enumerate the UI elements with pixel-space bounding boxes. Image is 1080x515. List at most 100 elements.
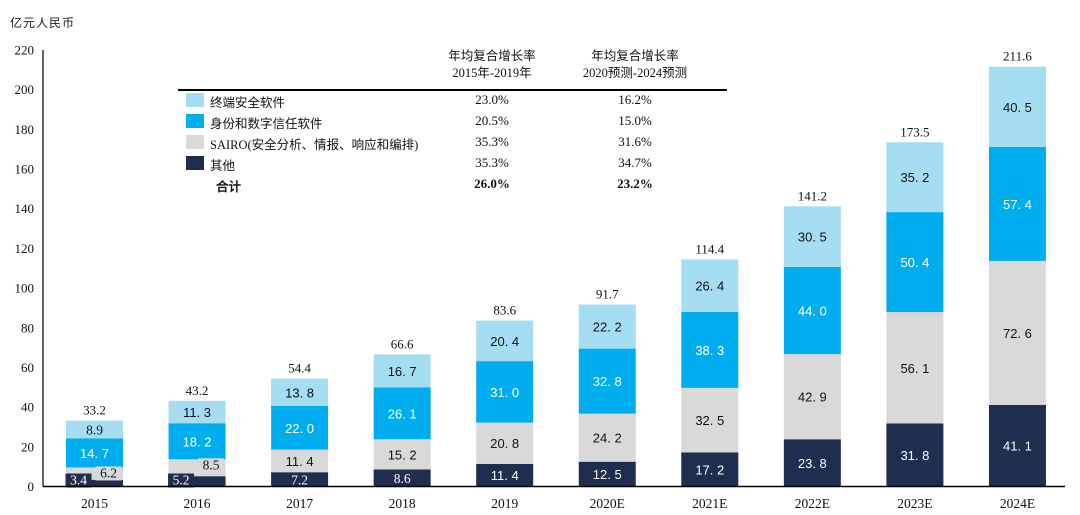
bar-total-label: 66.6 (391, 336, 414, 351)
bar-value-label: 31. 0 (490, 385, 519, 400)
legend-label: 身份和数字信任软件 (210, 117, 323, 131)
bar-total-label: 141.2 (798, 188, 827, 203)
bar-segment (373, 387, 431, 440)
y-tick-label: 160 (15, 162, 35, 177)
bar-total-label: 43.2 (186, 383, 209, 398)
bar-value-label: 11. 4 (491, 468, 519, 483)
bar-segment (476, 320, 534, 362)
bar-value-label: 41. 1 (1003, 439, 1032, 454)
bar-value-label: 7.2 (291, 472, 308, 487)
x-tick-label: 2018 (389, 496, 416, 511)
bar-label-background (65, 473, 92, 488)
y-tick-label: 180 (15, 122, 35, 137)
bar-segment (578, 304, 636, 349)
bar-segment (66, 479, 123, 487)
bar-value-label: 13. 8 (285, 385, 314, 400)
cagr-value: 23.0% (475, 92, 509, 107)
total-cagr-value: 26.0% (474, 176, 510, 191)
cagr-header-2-line2: 2020预测-2024预测 (582, 66, 688, 80)
legend-swatch-endpoint (186, 93, 204, 107)
bar-segment (578, 461, 636, 487)
total-label: 合计 (216, 180, 242, 194)
x-tick-label: 2019 (491, 496, 518, 511)
y-tick-label: 100 (15, 281, 35, 296)
x-tick-label: 2015 (81, 496, 108, 511)
bar-segment (681, 452, 739, 487)
cagr-header-1-line1: 年均复合增长率 (448, 49, 536, 63)
cagr-value: 35.3% (475, 134, 509, 149)
y-tick-label: 0 (28, 479, 35, 494)
y-tick-label: 60 (21, 360, 34, 375)
bar-value-label: 42. 9 (798, 390, 827, 405)
bar-segment (681, 387, 739, 453)
legend-swatch-other (186, 156, 204, 170)
bar-value-label: 20. 4 (490, 334, 519, 349)
bar-segment (476, 463, 534, 487)
bar-value-label: 26. 1 (388, 406, 417, 421)
bar-value-label: 14. 7 (80, 446, 109, 461)
bar-value-label: 8.9 (86, 422, 103, 437)
bar-total-label: 211.6 (1003, 49, 1032, 64)
bar-segment (988, 147, 1046, 261)
table-rule (178, 89, 727, 91)
cagr-value: 20.5% (475, 113, 509, 128)
cagr-value: 16.2% (618, 92, 652, 107)
x-tick-label: 2021E (692, 496, 727, 511)
bar-value-label: 44. 0 (798, 304, 827, 319)
bar-segment (168, 423, 226, 460)
bar-total-label: 54.4 (288, 361, 311, 376)
bar-value-label: 50. 4 (900, 255, 929, 270)
bar-value-label: 57. 4 (1003, 197, 1032, 212)
bar-segment (373, 354, 431, 388)
bar-segment (271, 449, 329, 473)
bar-segment (476, 422, 534, 464)
y-tick-label: 200 (15, 82, 35, 97)
bar-value-label: 12. 5 (593, 467, 622, 482)
bar-value-label: 18. 2 (183, 434, 212, 449)
y-tick-label: 20 (21, 439, 34, 454)
bar-value-label: 3.4 (70, 473, 87, 488)
y-tick-label: 40 (21, 400, 34, 415)
legend-label: SAIRO(安全分析、情报、响应和编排) (210, 138, 419, 152)
cagr-value: 34.7% (618, 155, 652, 170)
bar-value-label: 15. 2 (388, 447, 417, 462)
bar-segment (271, 405, 329, 450)
bar-value-label: 35. 2 (900, 170, 929, 185)
y-tick-label: 80 (21, 320, 34, 335)
bar-value-label: 17. 2 (695, 462, 724, 477)
bar-value-label: 32. 8 (593, 374, 622, 389)
bar-segment (373, 439, 431, 470)
x-tick-label: 2022E (795, 496, 830, 511)
legend-label: 终端安全软件 (210, 96, 286, 110)
bar-segment (681, 259, 739, 312)
bar-value-label: 40. 5 (1003, 100, 1032, 115)
cagr-value: 31.6% (618, 134, 652, 149)
cagr-header-2015-2019: 年均复合增长率 2015年-2019年 (412, 48, 572, 82)
cagr-value: 15.0% (618, 113, 652, 128)
bar-value-label: 11. 3 (183, 405, 211, 420)
bar-segment (66, 420, 123, 439)
bar-total-label: 173.5 (900, 124, 929, 139)
x-tick-labels: 2015 2016 2017 2018 2019 2020E 2021E 2022E 2023E… (81, 496, 1035, 511)
bar-segment (66, 438, 123, 468)
bar-segment (373, 469, 431, 487)
bar-segment (271, 378, 329, 406)
bar-label-background (95, 466, 122, 481)
bar-value-label: 5.2 (173, 473, 190, 488)
legend-swatch-sairo (186, 135, 204, 149)
y-tick-label: 120 (15, 241, 35, 256)
y-tick-label: 220 (15, 43, 35, 58)
bar-label-background (168, 473, 195, 488)
bar-segment (476, 361, 534, 423)
bar-value-label: 30. 5 (798, 230, 827, 245)
total-cagr-value: 23.2% (617, 176, 653, 191)
bar-value-label: 32. 5 (695, 413, 724, 428)
bar-value-label: 23. 8 (798, 456, 827, 471)
bar-value-label: 8.6 (394, 471, 411, 486)
bar-segment (783, 439, 841, 487)
y-axis-unit-label: 亿元人民币 (10, 16, 76, 30)
bar-segment (783, 206, 841, 267)
bar-total-label: 83.6 (493, 303, 516, 318)
y-tick-label: 140 (15, 201, 35, 216)
